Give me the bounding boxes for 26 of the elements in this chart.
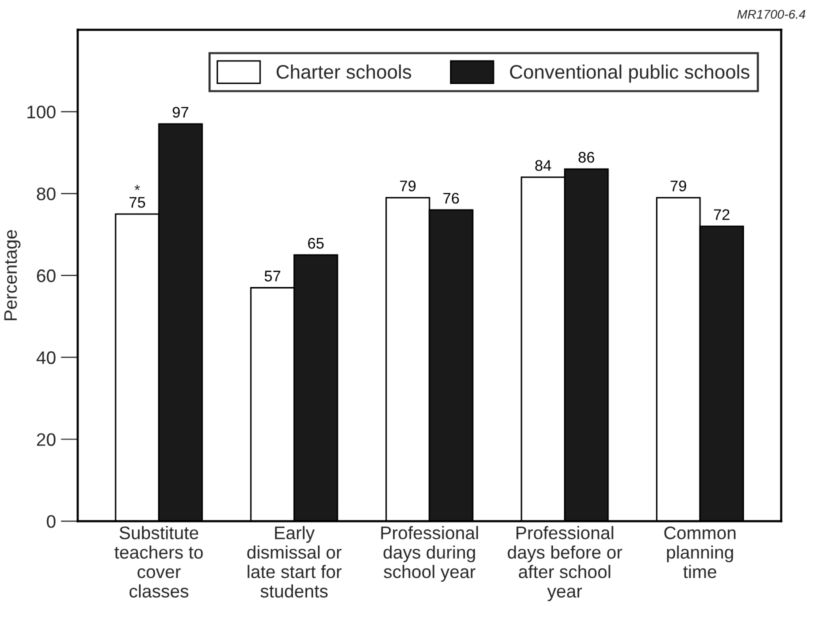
data-label: 75 (130, 197, 146, 208)
y-axis-title: Percentage (4, 230, 21, 320)
legend-label: Conventional public schools (510, 64, 750, 83)
y-tick-label: 20 (37, 433, 56, 446)
legend-label: Charter schools (276, 64, 412, 79)
data-label: 86 (578, 152, 594, 163)
x-tick-label: Early dismissal or late start for students (247, 526, 342, 598)
data-label: 84 (535, 160, 552, 171)
x-tick-label: Common planning time (664, 526, 736, 578)
y-tick-label: 40 (36, 351, 56, 364)
data-label: 76 (443, 192, 459, 204)
y-tick-label: 80 (36, 188, 56, 200)
data-label: 57 (264, 270, 280, 282)
annotation: * (134, 184, 140, 190)
x-tick-label: Professional days during school year (381, 526, 478, 582)
x-tick-label: Substitute teachers to cover classes (114, 526, 203, 598)
data-label: 65 (308, 238, 324, 249)
y-tick-label: 0 (46, 515, 56, 528)
data-label: 79 (670, 180, 686, 192)
y-tick-label: 100 (27, 106, 56, 118)
y-tick-label: 60 (37, 269, 56, 282)
x-tick-label: Professional days before or after school year (508, 526, 622, 602)
text: MR1700-6.4 (737, 10, 806, 19)
data-label: 97 (172, 106, 188, 118)
data-label: 79 (400, 180, 416, 192)
data-label: 72 (714, 209, 730, 220)
